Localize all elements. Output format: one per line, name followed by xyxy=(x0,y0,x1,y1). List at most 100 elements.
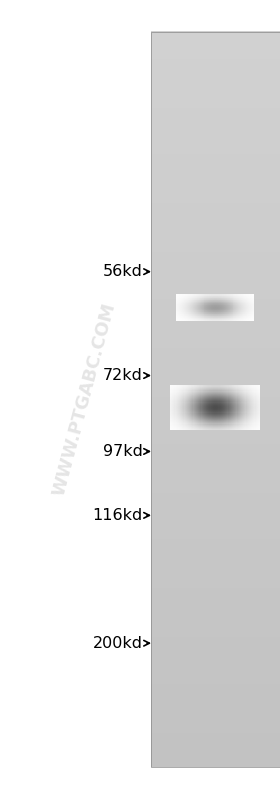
Bar xyxy=(218,425,220,427)
Bar xyxy=(202,301,203,303)
Bar xyxy=(151,311,280,314)
Bar xyxy=(243,387,245,388)
Bar xyxy=(201,314,202,316)
Bar xyxy=(212,388,213,389)
Bar xyxy=(253,295,254,296)
Bar xyxy=(208,420,210,423)
Bar xyxy=(237,400,239,403)
Bar xyxy=(251,297,252,298)
Bar xyxy=(227,408,229,410)
Bar xyxy=(179,314,181,316)
Bar xyxy=(172,404,174,406)
Bar xyxy=(192,316,193,318)
Bar xyxy=(216,409,218,411)
Bar xyxy=(213,428,214,430)
Bar xyxy=(213,408,214,410)
Bar xyxy=(224,400,225,401)
Bar xyxy=(209,396,211,398)
Bar xyxy=(246,396,247,398)
Bar xyxy=(203,399,204,400)
Bar xyxy=(251,428,253,430)
Bar xyxy=(234,316,235,317)
Bar xyxy=(205,423,206,426)
Bar xyxy=(179,305,181,307)
Bar xyxy=(194,396,195,398)
Bar xyxy=(249,300,250,301)
Bar xyxy=(204,390,205,392)
Bar xyxy=(235,319,237,320)
Bar xyxy=(186,418,187,420)
Bar xyxy=(151,614,280,618)
Bar xyxy=(237,399,239,400)
Bar xyxy=(171,423,172,426)
Bar xyxy=(248,393,249,395)
Bar xyxy=(232,304,233,306)
Bar xyxy=(252,305,253,307)
Bar xyxy=(187,306,188,308)
Bar xyxy=(234,314,236,316)
Bar xyxy=(234,305,236,307)
Bar xyxy=(206,297,208,298)
Bar xyxy=(251,306,252,308)
Bar xyxy=(198,391,200,392)
Bar xyxy=(252,299,253,300)
Bar xyxy=(190,300,191,302)
Bar xyxy=(202,405,203,407)
Bar xyxy=(206,295,208,296)
Bar xyxy=(196,300,197,301)
Bar xyxy=(239,303,241,304)
Bar xyxy=(202,420,203,423)
Bar xyxy=(179,411,180,414)
Bar xyxy=(223,408,224,410)
Bar xyxy=(206,409,207,411)
Bar xyxy=(192,295,193,296)
Bar xyxy=(251,305,252,307)
Bar xyxy=(191,314,192,316)
Bar xyxy=(207,420,209,423)
Bar xyxy=(220,304,221,306)
Bar xyxy=(245,299,246,300)
Bar xyxy=(195,400,196,401)
Bar xyxy=(219,303,220,304)
Bar xyxy=(181,423,183,424)
Bar xyxy=(223,307,224,308)
Bar xyxy=(240,423,241,426)
Bar xyxy=(178,296,180,297)
Bar xyxy=(195,388,196,389)
Bar xyxy=(206,313,207,314)
Bar xyxy=(209,316,211,317)
Bar xyxy=(234,316,236,317)
Bar xyxy=(204,302,206,304)
Bar xyxy=(151,504,280,507)
Bar xyxy=(195,396,196,398)
Bar xyxy=(198,297,199,299)
Bar xyxy=(247,406,248,408)
Bar xyxy=(230,423,231,426)
Bar xyxy=(214,411,215,414)
Bar xyxy=(187,300,188,302)
Bar xyxy=(234,310,235,312)
Bar xyxy=(151,56,280,59)
Bar xyxy=(188,310,189,311)
Bar xyxy=(235,295,237,296)
Bar xyxy=(231,420,232,423)
Bar xyxy=(243,399,245,400)
Bar xyxy=(212,308,213,310)
Bar xyxy=(202,416,203,418)
Bar xyxy=(198,426,200,427)
Bar xyxy=(204,399,205,400)
Bar xyxy=(173,406,175,408)
Bar xyxy=(257,423,258,424)
Bar xyxy=(246,302,247,304)
Bar xyxy=(207,307,209,308)
Bar xyxy=(236,390,238,392)
Bar xyxy=(206,312,207,314)
Bar xyxy=(250,400,251,401)
Bar xyxy=(192,427,194,429)
Bar xyxy=(218,428,220,430)
Bar xyxy=(242,318,243,320)
Bar xyxy=(213,423,214,424)
Bar xyxy=(193,311,194,312)
Bar xyxy=(206,415,207,417)
Bar xyxy=(258,411,259,414)
